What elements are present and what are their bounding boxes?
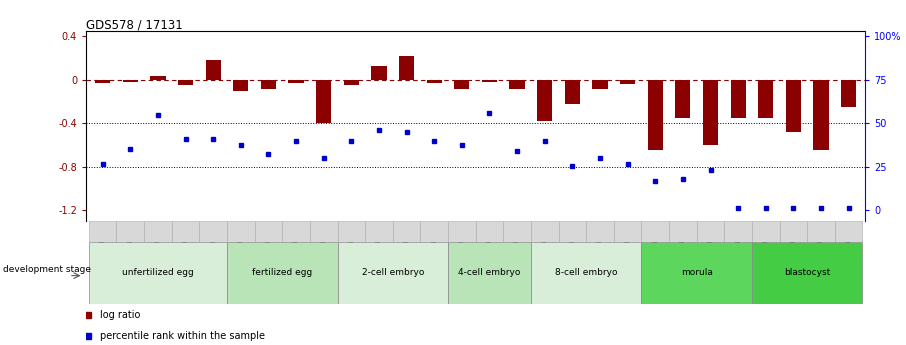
Bar — [420, 221, 448, 242]
Text: development stage: development stage — [4, 265, 92, 274]
Bar — [531, 241, 641, 304]
Bar — [669, 221, 697, 242]
Bar — [172, 221, 199, 242]
Text: log ratio: log ratio — [100, 310, 140, 320]
Bar — [841, 80, 856, 107]
Text: fertilized egg: fertilized egg — [252, 268, 313, 277]
Bar — [620, 80, 635, 84]
Bar — [343, 80, 359, 85]
Bar — [641, 221, 669, 242]
Bar — [648, 80, 663, 150]
Bar — [371, 66, 387, 80]
Bar — [482, 80, 497, 82]
Bar — [206, 60, 221, 80]
Bar — [558, 221, 586, 242]
Bar — [730, 80, 746, 118]
Text: percentile rank within the sample: percentile rank within the sample — [100, 331, 265, 341]
Bar — [144, 221, 172, 242]
Bar — [338, 221, 365, 242]
Bar — [365, 221, 393, 242]
Bar — [697, 221, 724, 242]
Bar — [89, 221, 117, 242]
Bar — [117, 221, 144, 242]
Bar — [427, 80, 442, 83]
Bar — [703, 80, 718, 145]
Bar — [199, 221, 227, 242]
Bar — [786, 80, 801, 132]
Bar — [338, 241, 448, 304]
Bar — [537, 80, 553, 121]
Bar — [283, 221, 310, 242]
Bar — [758, 80, 774, 118]
Bar — [509, 80, 525, 89]
Bar — [752, 241, 863, 304]
Text: morula: morula — [680, 268, 713, 277]
Bar — [613, 221, 641, 242]
Bar — [448, 221, 476, 242]
Bar — [724, 221, 752, 242]
Bar — [399, 56, 414, 80]
Bar — [261, 80, 276, 89]
Bar — [454, 80, 469, 89]
Bar — [586, 221, 613, 242]
Bar — [227, 221, 255, 242]
Text: blastocyst: blastocyst — [784, 268, 830, 277]
Bar — [227, 241, 338, 304]
Bar — [89, 241, 227, 304]
Bar — [641, 241, 752, 304]
Text: 2-cell embryo: 2-cell embryo — [361, 268, 424, 277]
Bar — [178, 80, 193, 85]
Bar — [752, 221, 779, 242]
Text: GDS578 / 17131: GDS578 / 17131 — [86, 18, 183, 31]
Bar — [393, 221, 420, 242]
Text: unfertilized egg: unfertilized egg — [122, 268, 194, 277]
Bar — [288, 80, 304, 83]
Bar — [310, 221, 338, 242]
Bar — [448, 241, 531, 304]
Text: 4-cell embryo: 4-cell embryo — [458, 268, 521, 277]
Bar — [593, 80, 608, 89]
Bar — [503, 221, 531, 242]
Bar — [476, 221, 503, 242]
Bar — [779, 221, 807, 242]
Bar — [122, 80, 138, 82]
Bar — [233, 80, 248, 91]
Bar — [255, 221, 283, 242]
Bar — [150, 76, 166, 80]
Bar — [531, 221, 558, 242]
Bar — [814, 80, 829, 150]
Bar — [834, 221, 863, 242]
Bar — [807, 221, 834, 242]
Bar — [675, 80, 690, 118]
Bar — [95, 80, 111, 83]
Text: 8-cell embryo: 8-cell embryo — [554, 268, 617, 277]
Bar — [316, 80, 332, 123]
Bar — [564, 80, 580, 104]
